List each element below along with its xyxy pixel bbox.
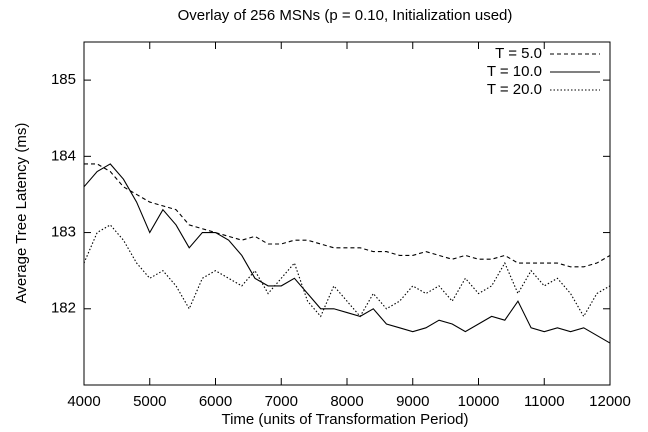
x-tick-label: 6000 <box>199 393 232 410</box>
legend-label: T = 20.0 <box>487 81 542 98</box>
y-tick-label: 182 <box>51 300 76 317</box>
x-tick-label: 8000 <box>330 393 363 410</box>
line-series <box>83 224 611 318</box>
line-series <box>84 163 611 268</box>
y-tick-label: 183 <box>51 224 76 241</box>
legend-label: T = 5.0 <box>495 45 542 62</box>
x-tick-label: 11000 <box>524 393 565 410</box>
legend-label: T = 10.0 <box>487 63 542 80</box>
y-tick-label: 185 <box>51 71 76 88</box>
x-tick-label: 9000 <box>396 393 429 410</box>
x-tick-label: 10000 <box>458 393 500 410</box>
x-tick-label: 5000 <box>133 393 166 410</box>
y-axis-label: Average Tree Latency (ms) <box>13 123 30 304</box>
x-tick-label: 4000 <box>67 393 100 410</box>
x-tick-label: 12000 <box>589 393 631 410</box>
line-series <box>83 163 611 344</box>
chart-title: Overlay of 256 MSNs (p = 0.10, Initializ… <box>178 7 513 24</box>
x-tick-label: 7000 <box>265 393 298 410</box>
y-tick-label: 184 <box>51 147 76 164</box>
x-axis-label: Time (units of Transformation Period) <box>221 411 468 428</box>
